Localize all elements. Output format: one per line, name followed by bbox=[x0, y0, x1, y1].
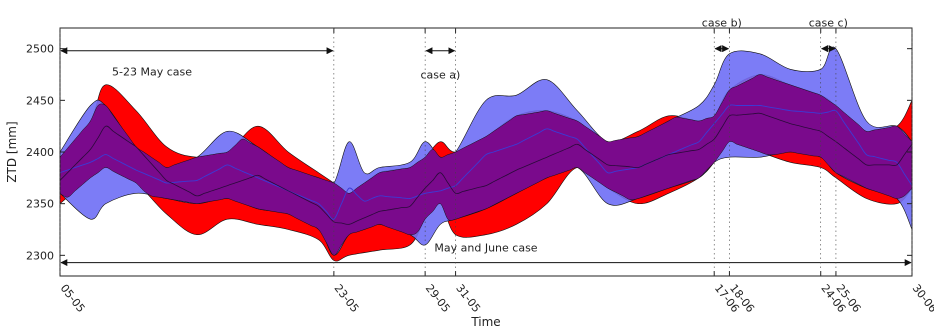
y-tick-label: 2400 bbox=[26, 146, 54, 159]
blue-mean-line bbox=[59, 104, 913, 220]
y-tick-label: 2350 bbox=[26, 198, 54, 211]
annotation-label: case a) bbox=[420, 69, 460, 82]
annotation-label: May and June case bbox=[434, 242, 537, 255]
bands-layer bbox=[59, 46, 913, 262]
y-axis-label: ZTD [mm] bbox=[5, 121, 19, 182]
annotation-label: case b) bbox=[702, 17, 742, 30]
y-tick-label: 2450 bbox=[26, 94, 54, 107]
y-tick-label: 2300 bbox=[26, 249, 54, 262]
x-tick-label: 05-05 bbox=[58, 282, 88, 315]
annotation-label: 5-23 May case bbox=[112, 66, 192, 79]
x-tick-label: 30-06 bbox=[910, 282, 934, 315]
x-tick-label: 29-05 bbox=[423, 282, 453, 315]
red-mean-line bbox=[59, 112, 913, 225]
x-tick-label: 31-05 bbox=[453, 282, 483, 315]
y-tick-label: 2500 bbox=[26, 43, 54, 56]
x-tick-label: 23-05 bbox=[331, 282, 361, 315]
annotations-layer: 5-23 May case case a) case b) case c) May an… bbox=[60, 17, 912, 267]
x-axis-label: Time bbox=[470, 315, 500, 329]
annotation-label: case c) bbox=[809, 17, 848, 30]
